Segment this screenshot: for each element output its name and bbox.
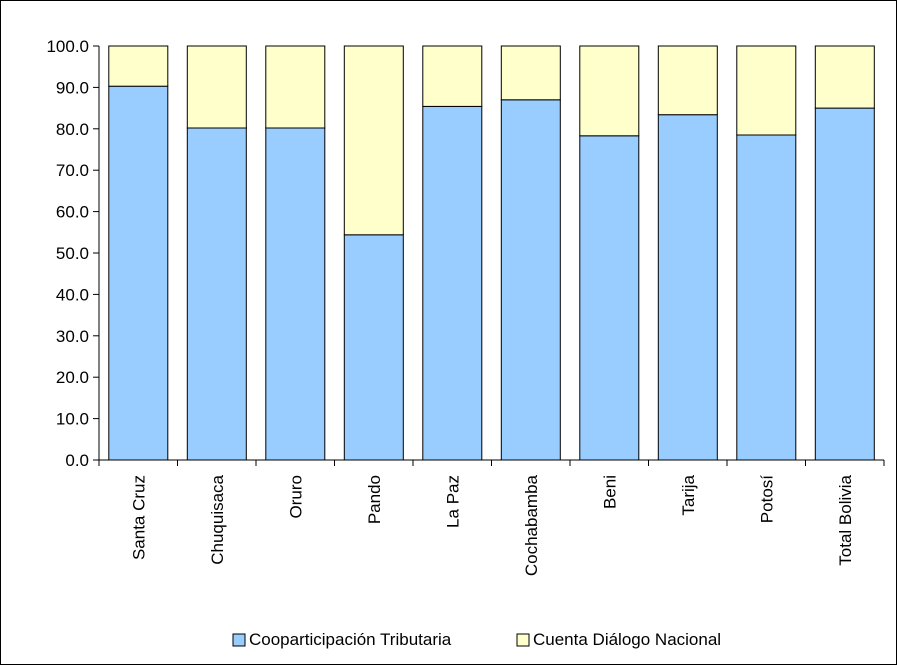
legend-label-2: Cuenta Diálogo Nacional bbox=[533, 630, 721, 649]
bars-layer bbox=[108, 45, 875, 461]
legend-label-1: Cooparticipación Tributaria bbox=[249, 630, 452, 649]
y-tick-label-0: 0.0 bbox=[65, 451, 89, 470]
bar-dialogo-10 bbox=[814, 45, 875, 109]
y-tick-label-8: 80.0 bbox=[56, 120, 89, 139]
bar-dialogo-1 bbox=[108, 45, 169, 87]
bar-dialogo-6 bbox=[500, 45, 561, 101]
legend-swatch-2 bbox=[516, 633, 530, 647]
x-tick-label-7: Beni bbox=[600, 475, 619, 509]
x-tick-label-4: Pando bbox=[365, 475, 384, 524]
x-tick-label-2: Chuquisaca bbox=[208, 474, 227, 564]
y-tick-label-9: 90.0 bbox=[56, 78, 89, 97]
legend-swatch-1 bbox=[232, 633, 246, 647]
bar-dialogo-8 bbox=[657, 45, 718, 116]
bar-dialogo-9 bbox=[736, 45, 797, 136]
bar-dialogo-7 bbox=[579, 45, 640, 137]
x-tick-label-3: Oruro bbox=[286, 475, 305, 518]
bar-coparticipacion-2 bbox=[186, 127, 247, 461]
y-tick-label-10: 100.0 bbox=[46, 37, 89, 56]
x-tick-label-1: Santa Cruz bbox=[129, 475, 148, 560]
bar-dialogo-2 bbox=[186, 45, 247, 129]
bar-dialogo-5 bbox=[422, 45, 483, 107]
labels-layer: Santa Cruz Chuquisaca Oruro Pando La Paz Coch… bbox=[46, 37, 854, 576]
bar-dialogo-4 bbox=[343, 45, 404, 236]
x-tick-label-5: La Paz bbox=[443, 475, 462, 528]
x-tick-label-10: Total Bolivia bbox=[836, 474, 855, 565]
bar-coparticipacion-1 bbox=[108, 85, 169, 461]
x-tick-label-8: Tarija bbox=[679, 474, 698, 515]
y-tick-label-6: 60.0 bbox=[56, 203, 89, 222]
bar-dialogo-3 bbox=[265, 45, 326, 129]
bar-coparticipacion-4 bbox=[343, 234, 404, 461]
legend: Cooparticipación Tributaria Cuenta Diálog… bbox=[232, 630, 721, 649]
bar-coparticipacion-9 bbox=[736, 134, 797, 461]
bar-coparticipacion-10 bbox=[814, 107, 875, 461]
x-tick-label-6: Cochabamba bbox=[522, 474, 541, 576]
axes-layer bbox=[93, 45, 885, 466]
y-tick-label-2: 20.0 bbox=[56, 368, 89, 387]
y-tick-label-7: 70.0 bbox=[56, 161, 89, 180]
bar-coparticipacion-3 bbox=[265, 127, 326, 461]
y-tick-label-3: 30.0 bbox=[56, 327, 89, 346]
bar-coparticipacion-5 bbox=[422, 105, 483, 461]
x-tick-label-9: Potosí bbox=[757, 475, 776, 523]
y-tick-label-5: 50.0 bbox=[56, 244, 89, 263]
bar-coparticipacion-8 bbox=[657, 114, 718, 461]
bar-coparticipacion-7 bbox=[579, 135, 640, 461]
y-tick-label-4: 40.0 bbox=[56, 285, 89, 304]
bar-coparticipacion-6 bbox=[500, 99, 561, 461]
y-tick-label-1: 10.0 bbox=[56, 410, 89, 429]
